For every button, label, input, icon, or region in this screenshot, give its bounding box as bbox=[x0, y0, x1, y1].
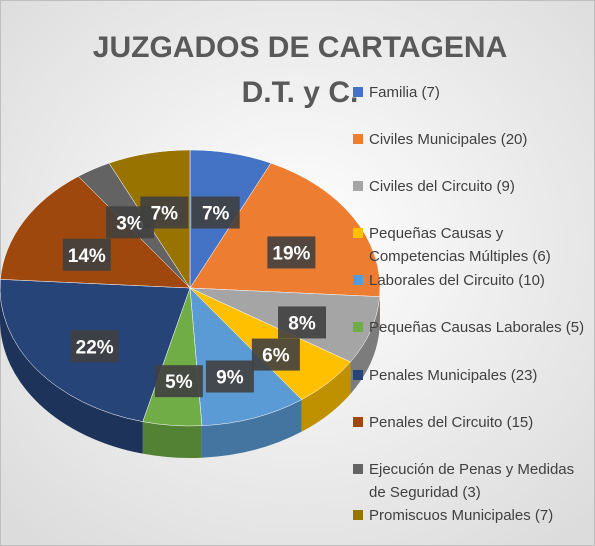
legend-swatch bbox=[353, 510, 363, 520]
legend-swatch bbox=[353, 275, 363, 285]
data-label: 22% bbox=[76, 337, 114, 358]
legend-label: Pequeñas Causas Laborales (5) bbox=[369, 319, 585, 336]
legend-swatch bbox=[353, 181, 363, 191]
data-label: 7% bbox=[202, 204, 230, 225]
legend-swatch bbox=[353, 134, 363, 144]
legend-item: Civiles Municipales (20) bbox=[353, 128, 585, 151]
chart-title: D.T. y C. bbox=[242, 76, 359, 109]
data-label-box bbox=[154, 365, 203, 398]
data-label-box bbox=[70, 330, 119, 363]
data-label-box bbox=[251, 338, 300, 371]
data-label-box bbox=[191, 196, 240, 229]
legend-item: Penales Municipales (23) bbox=[353, 364, 585, 387]
slice-side bbox=[301, 361, 351, 432]
legend-label: Promiscuos Municipales (7) bbox=[369, 507, 554, 524]
legend-swatch bbox=[353, 87, 363, 97]
legend-item: Penales del Circuito (15) bbox=[353, 411, 585, 434]
legend-item: Pequeñas Causas y Competencias Múltiples… bbox=[353, 222, 585, 268]
legend-item: Ejecución de Penas y Medidas de Segurida… bbox=[353, 458, 585, 504]
legend-label: Ejecución de Penas y Medidas de Segurida… bbox=[369, 461, 575, 501]
data-label-box bbox=[140, 196, 189, 229]
slice-side bbox=[201, 399, 302, 458]
data-label: 14% bbox=[68, 246, 106, 267]
legend-label: Penales Municipales (23) bbox=[369, 367, 538, 384]
legend-swatch bbox=[353, 228, 363, 238]
legend-label: Civiles del Circuito (9) bbox=[369, 178, 515, 195]
data-label-box bbox=[205, 360, 254, 393]
data-label: 6% bbox=[262, 346, 290, 367]
data-label-box bbox=[278, 306, 327, 339]
data-label: 9% bbox=[216, 368, 244, 389]
legend-swatch bbox=[353, 370, 363, 380]
data-label: 19% bbox=[272, 243, 310, 264]
slice-side bbox=[350, 296, 380, 394]
legend-item: Pequeñas Causas Laborales (5) bbox=[353, 316, 585, 339]
legend-item: Familia (7) bbox=[353, 81, 585, 104]
legend-label: Familia (7) bbox=[369, 84, 440, 101]
legend-item: Laborales del Circuito (10) bbox=[353, 269, 585, 292]
legend-swatch bbox=[353, 464, 363, 474]
data-label: 7% bbox=[151, 204, 179, 225]
data-label: 5% bbox=[165, 372, 193, 393]
legend-label: Laborales del Circuito (10) bbox=[369, 272, 545, 289]
legend-label: Pequeñas Causas y Competencias Múltiples… bbox=[369, 225, 551, 265]
slice-side bbox=[142, 421, 202, 458]
legend-label: Penales del Circuito (15) bbox=[369, 414, 534, 431]
legend-item: Promiscuos Municipales (7) bbox=[353, 504, 585, 527]
data-label-box bbox=[62, 238, 111, 271]
legend-label: Civiles Municipales (20) bbox=[369, 131, 528, 148]
legend-item: Civiles del Circuito (9) bbox=[353, 175, 585, 198]
slice bbox=[0, 176, 191, 289]
data-label: 8% bbox=[288, 313, 316, 334]
slice bbox=[189, 162, 381, 297]
chart-title: JUZGADOS DE CARTAGENA bbox=[93, 31, 507, 64]
legend-swatch bbox=[353, 322, 363, 332]
data-label-box bbox=[267, 236, 316, 269]
legend-swatch bbox=[353, 417, 363, 427]
data-label: 3% bbox=[116, 213, 144, 234]
